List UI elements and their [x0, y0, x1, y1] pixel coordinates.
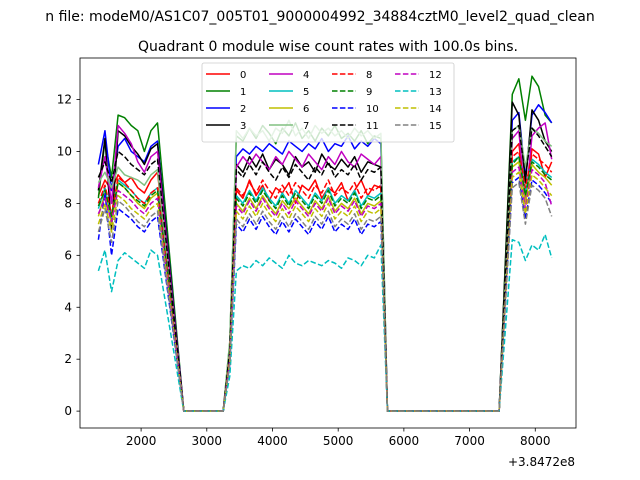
legend-label-13: 13 [429, 87, 442, 98]
x-tick-label: 7000 [454, 434, 485, 448]
x-ticks: 2000 3000 4000 5000 6000 7000 8000 [126, 428, 551, 448]
y-tick-label: 6 [64, 248, 72, 262]
y-ticks: 0 2 4 6 8 10 12 [57, 93, 80, 418]
x-tick-label: 6000 [389, 434, 420, 448]
legend-label-0: 0 [240, 70, 246, 81]
y-tick-label: 8 [64, 196, 72, 210]
axes-frame [79, 57, 577, 429]
legend-label-4: 4 [303, 70, 309, 81]
y-tick-label: 4 [64, 300, 72, 314]
legend-label-9: 9 [366, 87, 372, 98]
y-tick-label: 0 [64, 404, 72, 418]
legend-label-15: 15 [429, 121, 442, 132]
x-tick-label: 2000 [126, 434, 157, 448]
legend-box [201, 62, 455, 143]
legend-label-14: 14 [429, 104, 442, 115]
legend-label-10: 10 [366, 104, 379, 115]
suptitle: n file: modeM0/AS1C07_005T01_9000004992_… [45, 9, 594, 25]
legend-label-7: 7 [303, 121, 309, 132]
legend-label-8: 8 [366, 70, 372, 81]
legend-label-3: 3 [240, 121, 246, 132]
series-line-9 [97, 155, 553, 412]
legend-label-11: 11 [366, 121, 379, 132]
x-tick-label: 4000 [257, 434, 288, 448]
series-line-15 [97, 181, 553, 412]
y-tick-label: 2 [64, 352, 72, 366]
y-tick-label: 12 [57, 93, 72, 107]
legend-label-12: 12 [429, 70, 442, 81]
plot-lines [97, 75, 553, 412]
x-tick-label: 3000 [192, 434, 223, 448]
x-tick-label: 8000 [520, 434, 551, 448]
legend-label-6: 6 [303, 104, 309, 115]
x-tick-label: 5000 [323, 434, 354, 448]
chart-title: Quadrant 0 module wise count rates with … [138, 39, 518, 55]
x-offset-label: +3.8472e8 [508, 455, 575, 469]
legend-label-5: 5 [303, 87, 309, 98]
legend-label-2: 2 [240, 104, 246, 115]
legend-label-1: 1 [240, 87, 246, 98]
y-tick-label: 10 [57, 144, 72, 158]
